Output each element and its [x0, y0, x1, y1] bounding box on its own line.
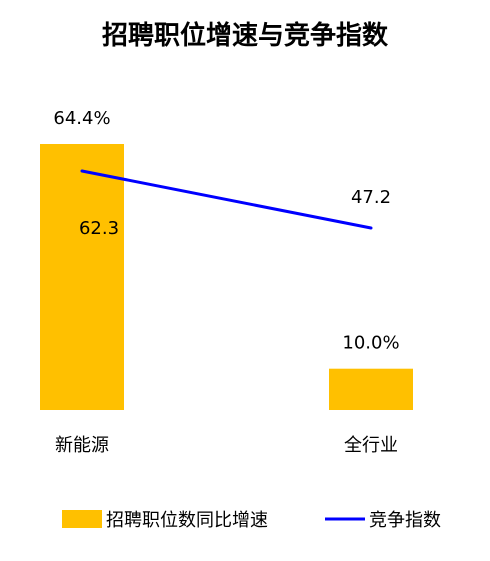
line-label-2: 47.2	[351, 187, 391, 208]
bar-2	[329, 368, 413, 410]
chart-title: 招聘职位增速与竞争指数	[102, 20, 389, 51]
legend-label-bar: 招聘职位数同比增速	[106, 510, 268, 531]
legend-label-line: 竞争指数	[369, 510, 441, 531]
legend: 招聘职位数同比增速 竞争指数	[62, 510, 441, 531]
line-point-1	[80, 169, 84, 173]
line-point-2	[369, 226, 373, 230]
line-series	[81, 169, 372, 230]
bar-label-2: 10.0%	[342, 333, 399, 354]
x-tick-label-1: 新能源	[55, 435, 109, 456]
bar-1	[40, 144, 124, 410]
bar-label-1: 64.4%	[53, 108, 110, 129]
x-tick-label-2: 全行业	[344, 435, 398, 456]
line-label-1: 62.3	[79, 218, 119, 239]
legend-swatch-bar	[62, 510, 102, 528]
